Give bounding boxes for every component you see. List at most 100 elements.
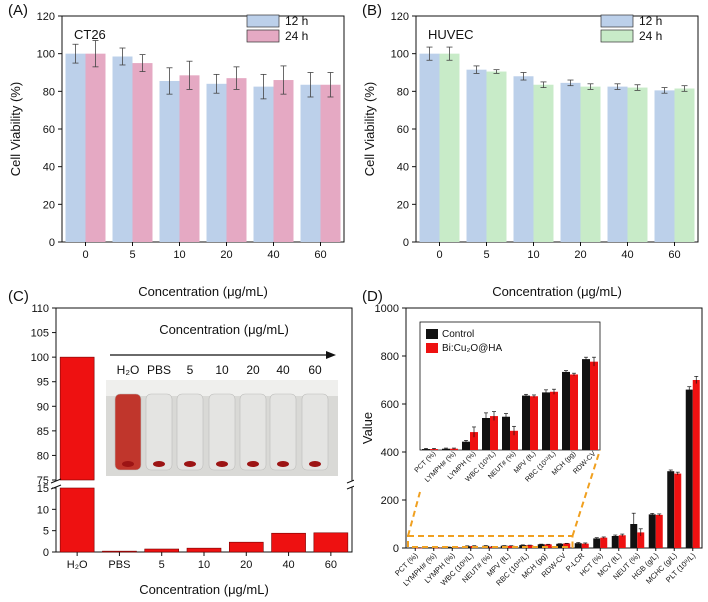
axis-break-gap — [48, 481, 360, 487]
bar-treated — [637, 532, 645, 548]
bar — [102, 550, 137, 553]
panel-label-d: (D) — [362, 288, 383, 305]
legend-label: 12 h — [639, 14, 662, 28]
bar-12h — [466, 69, 487, 242]
y-tick-label: 85 — [37, 426, 49, 438]
bar-treated — [674, 473, 682, 548]
vial — [269, 393, 297, 471]
inset-bar — [542, 392, 550, 450]
bar-treated — [655, 514, 663, 548]
y-axis-label: Value — [360, 412, 375, 444]
inset-bar — [470, 432, 478, 450]
legend-swatch — [246, 14, 280, 28]
legend-label: 12 h — [285, 14, 308, 28]
bar — [271, 532, 306, 553]
legend-label: 24 h — [285, 29, 308, 43]
inset-arrow-head — [326, 351, 336, 359]
x-tick-label: 10 — [198, 559, 210, 571]
x-tick-label: 10 — [173, 249, 185, 261]
y-tick-label: 400 — [381, 447, 399, 459]
bar-treated — [618, 535, 626, 548]
bar-treated — [433, 547, 441, 549]
y-tick-label: 20 — [397, 199, 409, 211]
y-tick-label: 15 — [37, 483, 49, 495]
annotation-label: CT26 — [74, 27, 106, 42]
y-tick-label: 40 — [397, 162, 409, 174]
vial-sediment — [153, 461, 165, 467]
x-tick-label: PBS — [108, 559, 130, 571]
bar-24h — [627, 87, 648, 242]
y-tick-label: 0 — [393, 543, 399, 555]
inset-label: 60 — [308, 363, 322, 377]
bar-24h — [486, 71, 507, 242]
bar-12h — [513, 76, 534, 243]
y-tick-label: 10 — [37, 504, 49, 516]
bar — [228, 541, 264, 553]
y-tick-label: 20 — [43, 199, 55, 211]
bar-12h — [65, 53, 86, 242]
inset-bar — [510, 430, 518, 450]
inset-title: Concentration (μg/mL) — [159, 322, 289, 337]
inset-bar — [502, 416, 510, 450]
bar-12h — [112, 56, 133, 242]
inset-bar — [570, 374, 578, 450]
y-tick-label: 100 — [391, 49, 409, 61]
bar — [186, 547, 222, 553]
inset-bar — [550, 391, 558, 450]
chart-a: 0 20 40 60 80 100 120 0 5 10 20 40 60 CT26 12 h24 h Con… — [8, 11, 345, 299]
x-tick-label: H₂O — [67, 559, 88, 571]
bar-24h — [674, 88, 695, 242]
panel-label-c: (C) — [8, 288, 29, 305]
x-tick-label: 5 — [483, 249, 489, 261]
x-tick-label: 0 — [82, 249, 88, 261]
y-tick-label: 100 — [37, 49, 55, 61]
bar — [144, 548, 180, 553]
bar-24h — [273, 80, 294, 243]
bar-control — [537, 544, 545, 548]
bar-24h — [533, 84, 554, 242]
vial — [145, 393, 173, 471]
x-tick-label: 5 — [129, 249, 135, 261]
y-axis-label: Cell Viability (%) — [8, 82, 23, 176]
y-tick-label: 40 — [43, 162, 55, 174]
bar-control — [408, 547, 416, 549]
x-tick-label: 20 — [574, 249, 586, 261]
vial-sediment — [216, 461, 228, 467]
bar-12h — [159, 80, 180, 242]
vial — [208, 393, 236, 471]
panel-a: (A) 0 20 40 60 80 100 120 0 5 10 20 40 60 CT26 12 h 24 … — [0, 0, 354, 300]
y-tick-label: 120 — [37, 11, 55, 23]
y-axis-label: Cell Viability (%) — [362, 82, 377, 176]
panel-label-b: (B) — [362, 2, 382, 19]
bar-lower — [59, 487, 95, 553]
legend-label: Control — [442, 329, 474, 340]
x-tick-label: 60 — [314, 249, 326, 261]
inset-label: 5 — [187, 363, 194, 377]
inset-bar — [590, 361, 598, 450]
x-tick-label: 20 — [240, 559, 252, 571]
bar-treated — [581, 543, 589, 548]
x-tick-label: 40 — [282, 559, 294, 571]
bar-treated — [600, 537, 608, 548]
bar-control — [611, 536, 619, 548]
bar-treated — [415, 547, 423, 549]
bar-upper — [59, 356, 95, 481]
bar-control — [667, 471, 675, 548]
bar-treated — [526, 545, 534, 548]
bar-control — [445, 547, 453, 548]
bar-24h — [85, 53, 106, 242]
x-axis-label: Concentration (μg/mL) — [138, 284, 268, 299]
bar-control — [685, 389, 693, 548]
vial-sediment — [184, 461, 196, 467]
bar-12h — [654, 90, 675, 243]
y-tick-label: 1000 — [375, 303, 399, 315]
y-tick-label: 200 — [381, 495, 399, 507]
bar-treated — [692, 380, 700, 548]
annotation-label: HUVEC — [428, 27, 474, 42]
legend-swatch — [246, 29, 280, 43]
inset-bar — [530, 396, 538, 450]
y-tick-label: 0 — [49, 237, 55, 249]
inset-label: 40 — [276, 363, 290, 377]
break-mark — [50, 484, 62, 490]
